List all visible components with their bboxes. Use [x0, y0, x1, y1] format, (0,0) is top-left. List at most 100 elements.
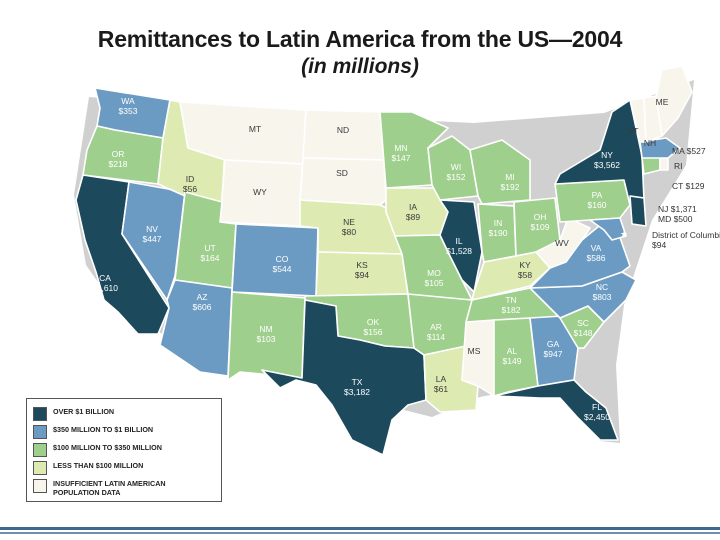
state-value-ar: $114 — [427, 332, 446, 342]
state-tx — [261, 299, 427, 456]
state-value-la: $61 — [434, 384, 448, 394]
state-code-al: AL — [507, 346, 518, 356]
state-nj — [629, 195, 647, 227]
state-code-me: ME — [656, 97, 669, 107]
state-code-ny: NY — [601, 150, 613, 160]
state-value-ga: $947 — [544, 349, 563, 359]
state-code-nh: NH — [644, 138, 656, 148]
state-code-ky: KY — [519, 260, 531, 270]
legend-item-over-1b: OVER $1 BILLION — [33, 407, 213, 421]
map-subtitle: (in millions) — [301, 55, 419, 78]
legend-label: OVER $1 BILLION — [53, 407, 115, 416]
legend-swatch — [33, 461, 47, 475]
bottom-rule — [0, 527, 720, 530]
state-sd — [299, 157, 387, 206]
legend-item-350m-1b: $350 MILLION TO $1 BILLION — [33, 425, 213, 439]
legend-label: $350 MILLION TO $1 BILLION — [53, 425, 154, 434]
state-me — [655, 65, 693, 137]
state-wv — [535, 217, 591, 269]
side-label: $94 — [652, 240, 666, 250]
state-value-wa: $353 — [119, 106, 138, 116]
state-code-ks: KS — [356, 260, 368, 270]
state-va — [529, 221, 631, 289]
state-code-ar: AR — [430, 322, 442, 332]
state-value-il: $1,528 — [446, 246, 472, 256]
state-value-wi: $152 — [447, 172, 466, 182]
state-code-ok: OK — [367, 317, 380, 327]
state-code-nm: NM — [259, 324, 272, 334]
state-code-fl: FL — [592, 402, 602, 412]
state-code-pa: PA — [592, 190, 603, 200]
state-code-id: ID — [186, 174, 195, 184]
state-ma — [639, 137, 681, 159]
legend-item-insufficient: INSUFFICIENT LATIN AMERICAN POPULATION D… — [33, 479, 213, 497]
state-code-in: IN — [494, 218, 503, 228]
state-code-or: OR — [112, 149, 125, 159]
state-value-ne: $80 — [342, 227, 356, 237]
state-value-tn: $182 — [502, 305, 521, 315]
state-code-vt: VT — [628, 126, 639, 136]
side-label: District of Columbia — [652, 230, 720, 240]
state-value-ky: $58 — [518, 270, 532, 280]
bottom-rule — [0, 532, 720, 534]
state-code-mt: MT — [249, 124, 261, 134]
state-code-nd: ND — [337, 125, 349, 135]
legend-label: $100 MILLION TO $350 MILLION — [53, 443, 162, 452]
state-value-al: $149 — [503, 356, 522, 366]
side-label: RI — [674, 161, 683, 171]
side-label: MA $527 — [672, 146, 706, 156]
side-label: NJ $1,371 — [658, 204, 697, 214]
state-code-sc: SC — [577, 318, 589, 328]
state-code-wa: WA — [121, 96, 135, 106]
state-value-ny: $3,562 — [594, 160, 620, 170]
legend-swatch — [33, 425, 47, 439]
state-md — [589, 217, 627, 241]
state-code-nv: NV — [146, 224, 158, 234]
map-title: Remittances to Latin America from the US… — [97, 26, 623, 52]
state-value-pa: $160 — [588, 200, 607, 210]
legend-item-100m-350m: $100 MILLION TO $350 MILLION — [33, 443, 213, 457]
state-code-ms: MS — [468, 346, 481, 356]
state-value-tx: $3,182 — [344, 387, 370, 397]
state-code-az: AZ — [197, 292, 208, 302]
state-value-mo: $105 — [425, 278, 444, 288]
state-ga — [529, 315, 579, 387]
state-code-oh: OH — [534, 212, 547, 222]
side-label: CT $129 — [672, 181, 705, 191]
state-code-ne: NE — [343, 217, 355, 227]
state-value-nc: $803 — [593, 292, 612, 302]
state-value-mn: $147 — [392, 153, 411, 163]
state-code-wv: WV — [555, 238, 569, 248]
state-ri — [659, 157, 669, 171]
state-code-ca: CA — [99, 273, 111, 283]
state-labels: WA$353OR$218CA$9,610NV$447ID$56MTWYUT$16… — [92, 96, 669, 422]
state-ny — [554, 99, 645, 206]
legend-label: INSUFFICIENT LATIN AMERICAN POPULATION D… — [53, 479, 166, 497]
legend-item-under-100m: LESS THAN $100 MILLION — [33, 461, 213, 475]
state-value-ca: $9,610 — [92, 283, 118, 293]
state-value-ia: $89 — [406, 212, 420, 222]
state-code-mi: MI — [505, 172, 514, 182]
state-code-va: VA — [591, 243, 602, 253]
state-value-va: $586 — [587, 253, 606, 263]
state-value-co: $544 — [273, 264, 292, 274]
state-fl — [493, 379, 619, 441]
legend-swatch — [33, 479, 47, 493]
state-code-tn: TN — [505, 295, 516, 305]
state-value-fl: $2,450 — [584, 412, 610, 422]
state-code-sd: SD — [336, 168, 348, 178]
state-value-or: $218 — [109, 159, 128, 169]
state-code-il: IL — [455, 236, 462, 246]
state-value-sc: $148 — [574, 328, 593, 338]
state-value-in: $190 — [489, 228, 508, 238]
legend: OVER $1 BILLION $350 MILLION TO $1 BILLI… — [26, 398, 222, 502]
state-value-ok: $156 — [364, 327, 383, 337]
state-value-mi: $192 — [501, 182, 520, 192]
state-code-mn: MN — [394, 143, 407, 153]
state-value-oh: $109 — [531, 222, 550, 232]
state-il — [439, 199, 483, 293]
state-value-az: $606 — [193, 302, 212, 312]
state-value-ks: $94 — [355, 270, 369, 280]
